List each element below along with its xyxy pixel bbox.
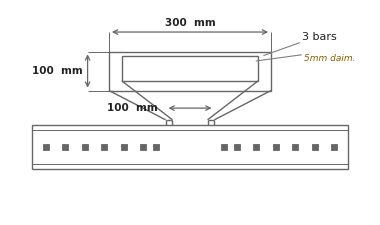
Bar <box>121 144 127 150</box>
Bar <box>312 144 318 150</box>
Bar <box>221 144 227 150</box>
Text: 100  mm: 100 mm <box>32 66 83 76</box>
Text: 100  mm: 100 mm <box>107 103 158 113</box>
Bar <box>43 144 49 150</box>
Text: 5mm daim.: 5mm daim. <box>304 54 356 63</box>
Bar <box>82 144 88 150</box>
Bar <box>253 144 259 150</box>
Bar <box>62 144 68 150</box>
Bar <box>140 144 146 150</box>
Bar <box>273 144 279 150</box>
Text: 300  mm: 300 mm <box>165 18 215 28</box>
Bar <box>32 125 348 169</box>
Bar <box>292 144 298 150</box>
Bar <box>331 144 337 150</box>
Bar <box>122 56 258 81</box>
Text: 3 bars: 3 bars <box>302 32 337 42</box>
Bar <box>234 144 240 150</box>
Bar <box>109 52 271 90</box>
Bar <box>153 144 159 150</box>
Bar <box>101 144 107 150</box>
